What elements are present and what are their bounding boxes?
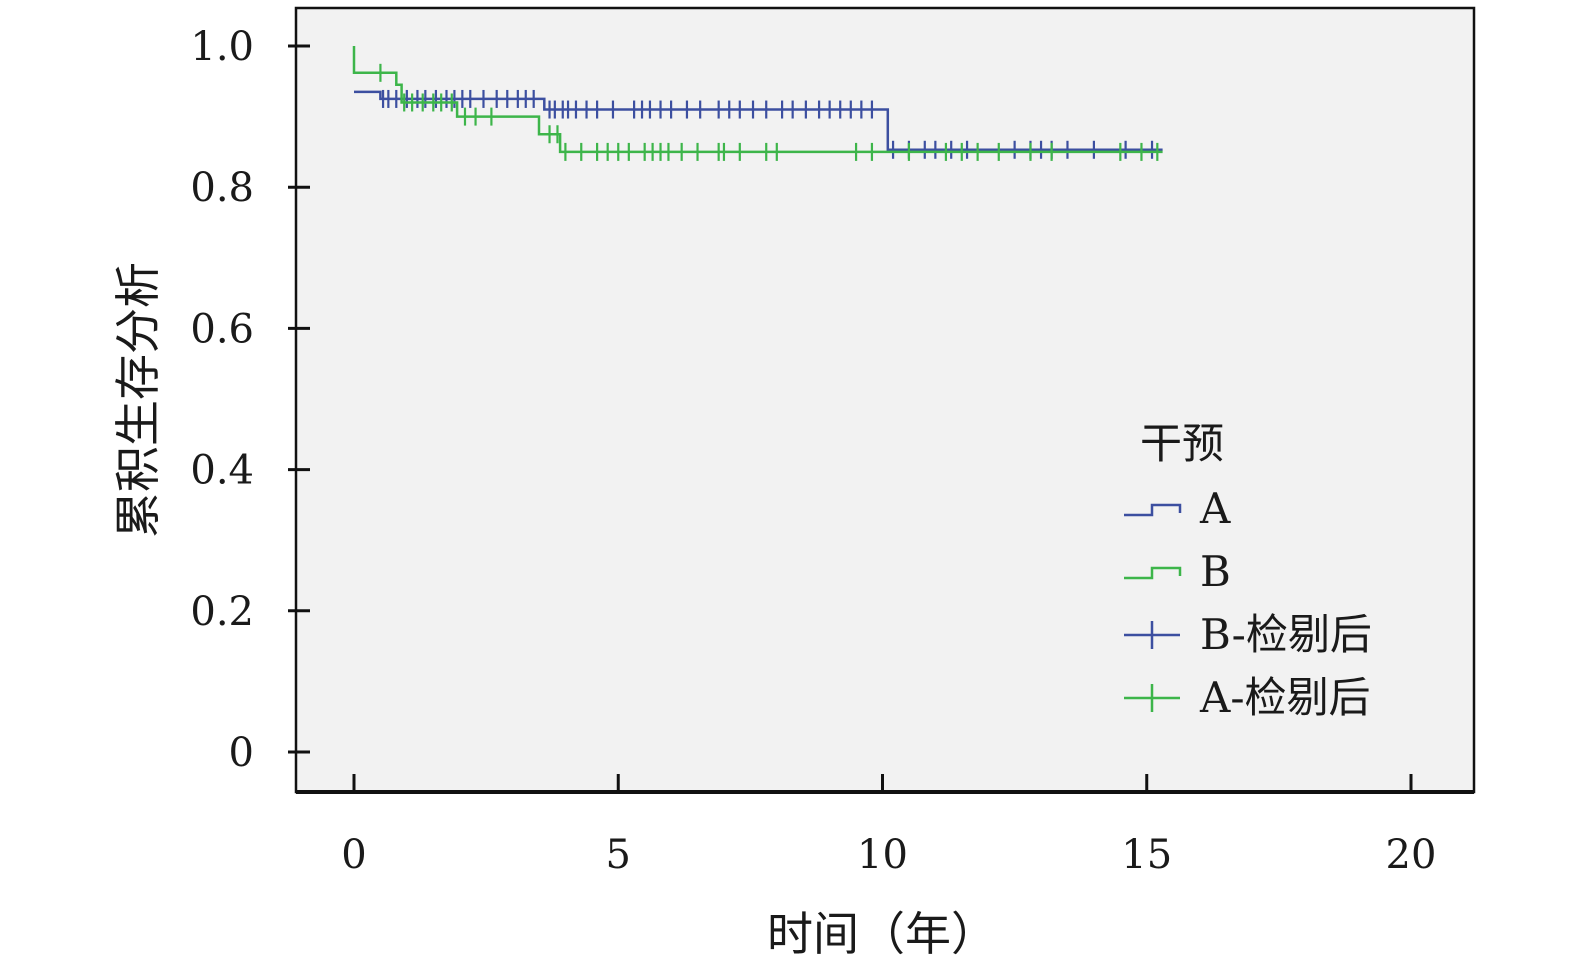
x-axis-title: 时间（年） [767,907,997,961]
x-tick-label: 5 [606,832,631,878]
x-tick-label: 20 [1386,832,1437,878]
legend-step-symbol [1124,566,1182,580]
y-tick-label: 0.4 [190,448,254,494]
x-tick-label: 15 [1121,832,1172,878]
y-axis: 0 0.2 0.4 0.6 0.8 1.0 [190,24,310,776]
legend-label: A-检剔后 [1199,673,1371,722]
y-tick-label: 0.8 [190,165,254,211]
legend-item: A-检剔后 [1124,673,1371,722]
y-tick-label: 0 [229,730,254,776]
legend-item: B [1124,547,1231,596]
y-tick-label: 1.0 [190,24,254,70]
legend-label: B-检剔后 [1200,610,1372,659]
plot-background [294,6,1476,794]
series-layer [352,46,1163,161]
x-axis: 0 5 10 15 20 [341,774,1436,878]
x-tick-label: 10 [857,832,908,878]
legend-item: A [1124,484,1231,533]
legend-item: B-检剔后 [1124,610,1372,659]
y-tick-label: 0.2 [190,589,254,635]
y-axis-title: 累积生存分析 [111,262,165,538]
legend-title: 干预 [1140,419,1224,468]
legend-step-symbol [1124,503,1182,517]
legend-label: B [1200,547,1231,596]
survival-curve-1 [354,90,1163,152]
y-tick-label: 0.6 [190,306,254,352]
survival-curve-2 [352,46,1163,154]
legend: 干预 AB B-检剔后 A-检剔后 [1124,419,1372,722]
legend-label: A [1199,484,1231,533]
x-tick-label: 0 [341,832,366,878]
